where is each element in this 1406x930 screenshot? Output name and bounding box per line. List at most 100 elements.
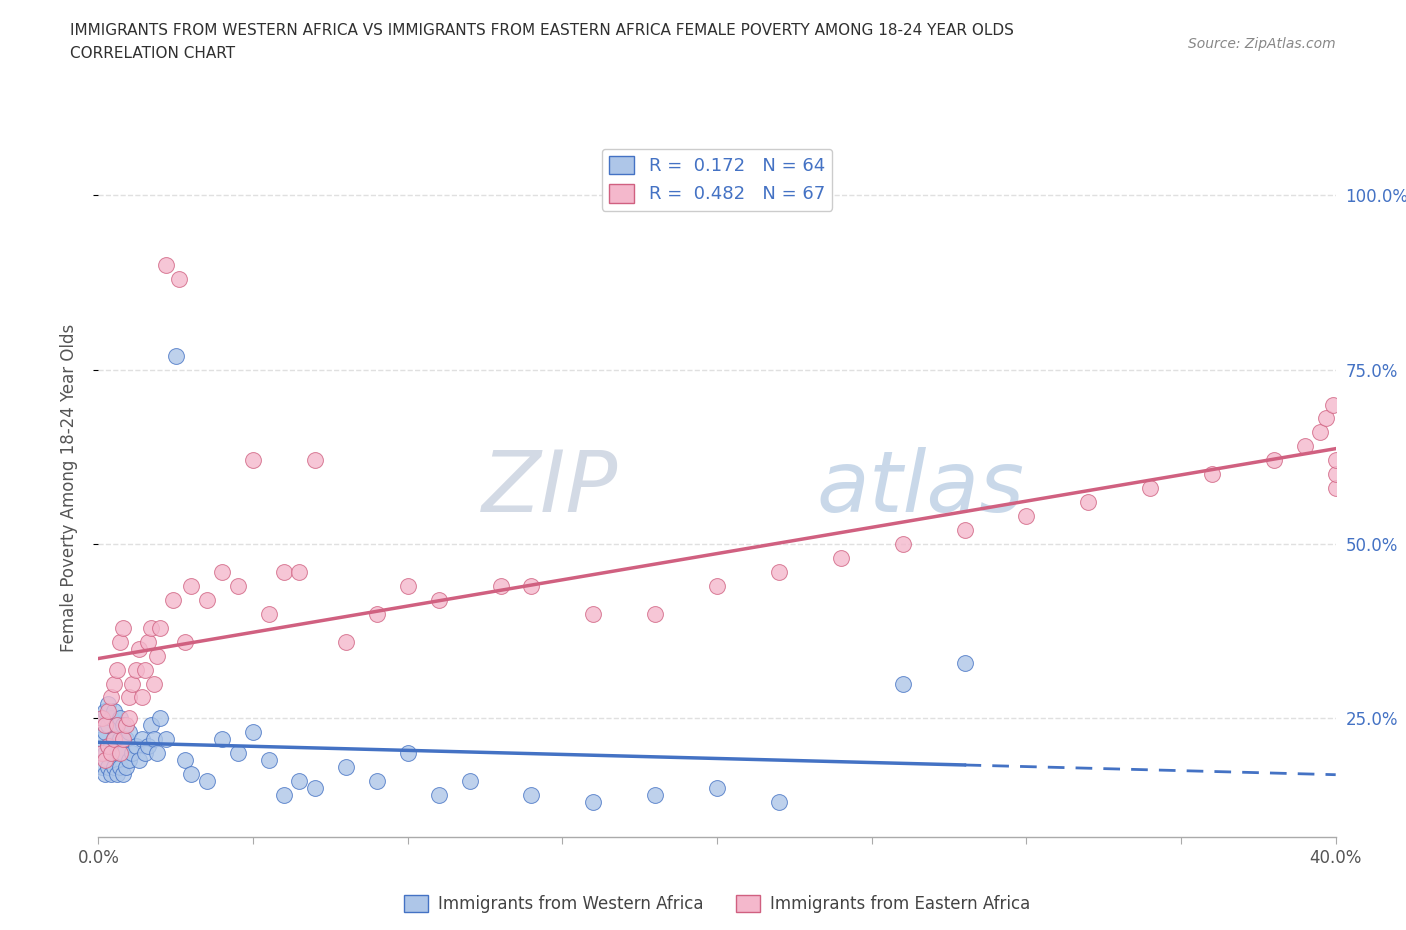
Point <box>103 676 125 691</box>
Point <box>118 725 141 740</box>
Point <box>458 774 481 789</box>
Point <box>211 732 233 747</box>
Point <box>366 774 388 789</box>
Point <box>90 732 112 747</box>
Point <box>136 738 159 753</box>
Point <box>100 711 122 725</box>
Point <box>146 648 169 663</box>
Point <box>97 760 120 775</box>
Text: ZIP: ZIP <box>482 446 619 530</box>
Point <box>195 592 218 607</box>
Point <box>108 746 131 761</box>
Point <box>396 746 419 761</box>
Point <box>1324 453 1347 468</box>
Point <box>100 738 122 753</box>
Point <box>226 746 249 761</box>
Point <box>288 565 311 579</box>
Point <box>93 753 115 768</box>
Point <box>644 606 666 621</box>
Point <box>335 634 357 649</box>
Point <box>1077 495 1099 510</box>
Point <box>1201 467 1223 482</box>
Point <box>128 642 150 657</box>
Point <box>891 676 914 691</box>
Point <box>97 738 120 753</box>
Point <box>427 592 450 607</box>
Point <box>108 732 131 747</box>
Point <box>105 718 128 733</box>
Point <box>520 788 543 803</box>
Point <box>131 732 153 747</box>
Point <box>273 565 295 579</box>
Point <box>103 760 125 775</box>
Point <box>211 565 233 579</box>
Point <box>1015 509 1038 524</box>
Point <box>768 565 790 579</box>
Point <box>90 760 112 775</box>
Point <box>90 746 112 761</box>
Point <box>165 349 187 364</box>
Point <box>427 788 450 803</box>
Point <box>489 578 512 593</box>
Point <box>105 662 128 677</box>
Point <box>97 738 120 753</box>
Point <box>134 746 156 761</box>
Point <box>139 620 162 635</box>
Point <box>520 578 543 593</box>
Point <box>136 634 159 649</box>
Point <box>103 704 125 719</box>
Point <box>891 537 914 551</box>
Point <box>93 704 115 719</box>
Point <box>90 711 112 725</box>
Point <box>174 753 197 768</box>
Point <box>953 523 976 538</box>
Point <box>335 760 357 775</box>
Point <box>118 753 141 768</box>
Point <box>1294 439 1316 454</box>
Text: CORRELATION CHART: CORRELATION CHART <box>70 46 235 61</box>
Point <box>582 606 605 621</box>
Point <box>90 711 112 725</box>
Point <box>288 774 311 789</box>
Point <box>100 690 122 705</box>
Point <box>115 732 138 747</box>
Point <box>149 620 172 635</box>
Point <box>257 753 280 768</box>
Point <box>128 753 150 768</box>
Point <box>180 578 202 593</box>
Point <box>242 725 264 740</box>
Point <box>115 718 138 733</box>
Point <box>105 718 128 733</box>
Text: atlas: atlas <box>815 446 1024 530</box>
Point <box>124 738 146 753</box>
Point <box>105 766 128 781</box>
Point <box>143 676 166 691</box>
Point <box>118 711 141 725</box>
Point <box>155 732 177 747</box>
Text: IMMIGRANTS FROM WESTERN AFRICA VS IMMIGRANTS FROM EASTERN AFRICA FEMALE POVERTY : IMMIGRANTS FROM WESTERN AFRICA VS IMMIGR… <box>70 23 1014 38</box>
Point <box>97 704 120 719</box>
Point <box>108 711 131 725</box>
Point <box>124 662 146 677</box>
Legend: Immigrants from Western Africa, Immigrants from Eastern Africa: Immigrants from Western Africa, Immigran… <box>398 888 1036 920</box>
Point <box>1263 453 1285 468</box>
Point <box>1324 481 1347 496</box>
Text: Source: ZipAtlas.com: Source: ZipAtlas.com <box>1188 37 1336 51</box>
Point <box>149 711 172 725</box>
Point <box>706 781 728 796</box>
Point <box>242 453 264 468</box>
Point <box>1324 467 1347 482</box>
Point <box>582 794 605 809</box>
Point <box>134 662 156 677</box>
Point <box>115 760 138 775</box>
Point <box>103 732 125 747</box>
Y-axis label: Female Poverty Among 18-24 Year Olds: Female Poverty Among 18-24 Year Olds <box>59 325 77 652</box>
Point <box>1322 397 1344 412</box>
Point <box>180 766 202 781</box>
Point <box>93 746 115 761</box>
Point <box>118 690 141 705</box>
Point <box>121 746 143 761</box>
Point <box>706 578 728 593</box>
Point <box>768 794 790 809</box>
Point <box>167 272 190 286</box>
